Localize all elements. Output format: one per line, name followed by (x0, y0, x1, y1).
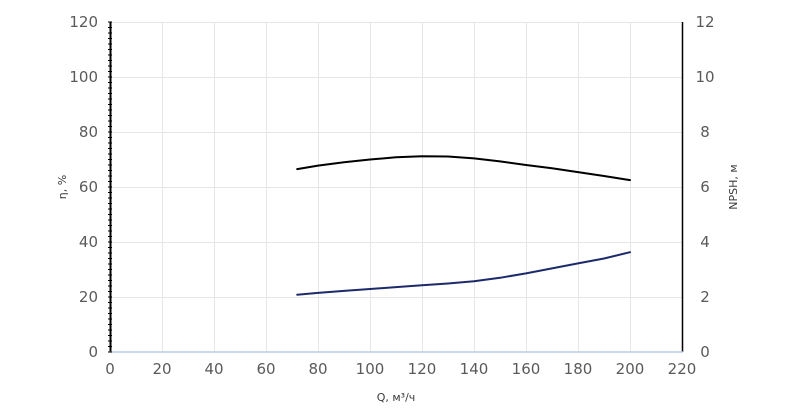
y-tick-labels: 0 20 40 60 80 100 120 (69, 13, 98, 361)
x-tick-label: 160 (512, 360, 541, 378)
y-tick-label: 60 (79, 178, 98, 196)
x-axis-title: Q, м³/ч (377, 391, 416, 404)
y-tick-label: 40 (79, 233, 98, 251)
axes (108, 21, 684, 353)
y2-tick-label: 8 (700, 123, 710, 141)
y-tick-label: 0 (88, 343, 98, 361)
x-tick-label: 140 (460, 360, 489, 378)
series-layer (296, 155, 631, 296)
y-tick-label: 80 (79, 123, 98, 141)
x-tick-label: 100 (356, 360, 385, 378)
x-tick-label: 40 (204, 360, 223, 378)
y2-tick-label: 10 (695, 68, 714, 86)
x-tick-label: 120 (408, 360, 437, 378)
y2-tick-label: 6 (700, 178, 710, 196)
y-axis-title: η, % (56, 175, 69, 199)
x-tick-label: 80 (308, 360, 327, 378)
y2-tick-label: 4 (700, 233, 710, 251)
y2-tick-labels: 0 2 4 6 8 10 12 (695, 13, 714, 361)
x-tick-labels: 0 20 40 60 80 100 120 140 160 180 200 220 (105, 360, 696, 378)
y2-tick-label: 12 (695, 13, 714, 31)
x-tick-label: 0 (105, 360, 115, 378)
y2-tick-label: 0 (700, 343, 710, 361)
y2-tick-label: 2 (700, 288, 710, 306)
x-tick-label: 20 (152, 360, 171, 378)
npsh-series-line (296, 251, 631, 296)
efficiency-series-line (296, 155, 631, 182)
x-tick-label: 200 (616, 360, 645, 378)
y-tick-label: 100 (69, 68, 98, 86)
y2-axis-title: NPSH, м (727, 164, 740, 209)
x-tick-label: 60 (256, 360, 275, 378)
y-tick-label: 120 (69, 13, 98, 31)
x-tick-label: 180 (564, 360, 593, 378)
y-tick-label: 20 (79, 288, 98, 306)
grid (110, 22, 683, 352)
x-tick-label: 220 (668, 360, 697, 378)
